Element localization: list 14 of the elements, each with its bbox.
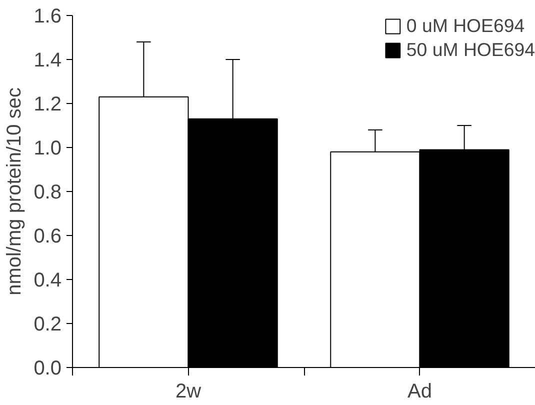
x-tick-label: Ad — [408, 380, 432, 402]
y-tick-label: 1.4 — [34, 50, 62, 72]
x-tick-label: 2w — [175, 380, 202, 402]
y-tick-label: 1.2 — [34, 94, 62, 116]
y-tick-label: 1.0 — [34, 138, 62, 160]
y-tick-label: 0.0 — [34, 358, 62, 380]
legend-label: 50 uM HOE694 — [406, 39, 535, 61]
y-tick-label: 0.6 — [34, 226, 62, 248]
y-axis-title: nmol/mg protein/10 sec — [4, 88, 26, 296]
y-tick-label: 1.6 — [34, 6, 62, 28]
y-tick-label: 0.2 — [34, 314, 62, 336]
y-tick-label: 0.4 — [34, 270, 62, 292]
y-tick-label: 0.8 — [34, 182, 62, 204]
legend-label: 0 uM HOE694 — [406, 15, 525, 37]
